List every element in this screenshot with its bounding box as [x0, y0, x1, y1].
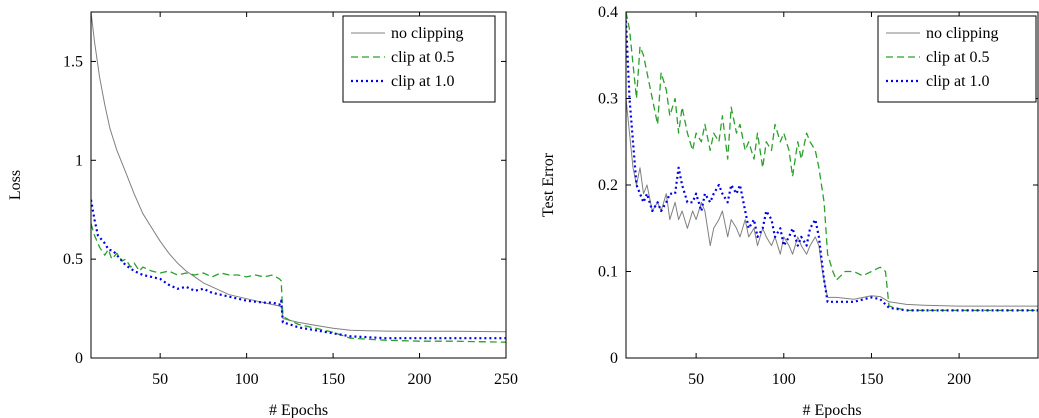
series-line-clip-at-0-5 — [626, 12, 1038, 312]
x-tick-label: 200 — [947, 371, 971, 388]
y-tick-label: 1.5 — [63, 53, 83, 70]
series-line-clip-at-1-0 — [91, 199, 506, 340]
y-tick-label: 1 — [75, 152, 83, 169]
legend: no clipping clip at 0.5 clip at 1.0 — [877, 15, 1037, 103]
legend: no clipping clip at 0.5 clip at 1.0 — [342, 15, 496, 103]
series-line-no-clipping — [91, 12, 506, 333]
series-line-clip-at-0-5 — [91, 223, 506, 343]
y-axis-label: Test Error — [540, 152, 557, 217]
x-tick-label: 150 — [321, 371, 345, 388]
y-tick-label: 0 — [75, 350, 83, 367]
legend-entry-label: clip at 0.5 — [926, 49, 990, 66]
x-axis-label: # Epochs — [269, 402, 328, 418]
series-line-clip-at-1-0 — [626, 20, 1038, 312]
y-tick-label: 0.2 — [598, 177, 618, 194]
chart-panel-1: 50 100 150 200 250 0 0.5 1 1.5 # Epochs Loss no cli… — [7, 11, 518, 418]
x-tick-label: 50 — [152, 371, 168, 388]
x-tick-label: 100 — [772, 371, 796, 388]
y-tick-label: 0.1 — [598, 264, 618, 281]
chart-panel-2: 50 100 150 200 0 0.1 0.2 0.3 0.4 # Epochs Test Err… — [540, 4, 1039, 418]
series-line-no-clipping — [626, 98, 1038, 307]
x-tick-label: 200 — [408, 371, 432, 388]
legend-entry-label: no clipping — [926, 25, 998, 42]
x-tick-label: 150 — [859, 371, 883, 388]
plot-frame — [90, 11, 507, 359]
legend-entry-label: clip at 1.0 — [926, 73, 990, 90]
x-tick-label: 100 — [235, 371, 259, 388]
legend-entry-label: clip at 1.0 — [391, 73, 455, 90]
y-tick-label: 0 — [610, 350, 618, 367]
y-tick-label: 0.4 — [598, 4, 618, 21]
legend-box — [877, 15, 1037, 103]
legend-entry-label: clip at 0.5 — [391, 49, 455, 66]
x-tick-label: 250 — [494, 371, 518, 388]
legend-box — [342, 15, 496, 103]
legend-entry-label: no clipping — [391, 25, 463, 42]
y-axis-label: Loss — [7, 170, 24, 200]
x-axis-label: # Epochs — [802, 402, 861, 418]
y-tick-label: 0.3 — [598, 91, 618, 108]
y-tick-label: 0.5 — [63, 251, 83, 268]
x-tick-label: 50 — [688, 371, 704, 388]
